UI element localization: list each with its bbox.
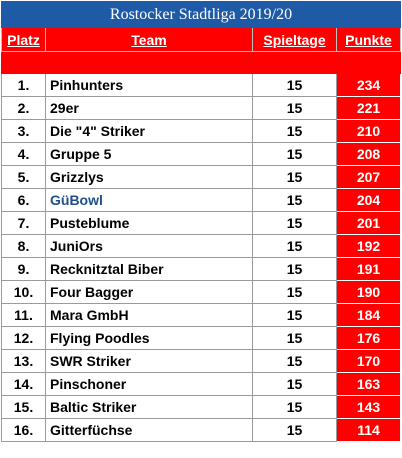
team-cell[interactable]: GüBowl: [45, 188, 253, 212]
games-cell[interactable]: 15: [252, 257, 337, 281]
games-cell[interactable]: 15: [252, 165, 337, 189]
table-row: 8. JuniOrs 15 192: [1, 234, 402, 258]
games-cell[interactable]: 15: [252, 142, 337, 166]
table-row: 4. Gruppe 5 15 208: [1, 142, 402, 166]
games-cell[interactable]: 15: [252, 188, 337, 212]
rank-cell[interactable]: 1.: [1, 73, 46, 97]
points-cell[interactable]: 143: [335, 395, 402, 419]
team-cell[interactable]: Grizzlys: [45, 165, 253, 189]
games-cell[interactable]: 15: [252, 96, 337, 120]
table-row: 10. Four Bagger 15 190: [1, 280, 402, 304]
games-cell[interactable]: 15: [252, 73, 337, 97]
table-row: 2. 29er 15 221: [1, 96, 402, 120]
games-cell[interactable]: 15: [252, 303, 337, 327]
games-cell[interactable]: 15: [252, 395, 337, 419]
table-row: 14. Pinschoner 15 163: [1, 372, 402, 396]
rank-cell[interactable]: 15.: [1, 395, 46, 419]
team-cell[interactable]: JuniOrs: [45, 234, 253, 258]
rank-cell[interactable]: 2.: [1, 96, 46, 120]
points-cell[interactable]: 207: [335, 165, 402, 189]
rank-cell[interactable]: 4.: [1, 142, 46, 166]
team-cell[interactable]: SWR Striker: [45, 349, 253, 373]
rank-cell[interactable]: 5.: [1, 165, 46, 189]
rank-cell[interactable]: 8.: [1, 234, 46, 258]
column-header-rank[interactable]: Platz: [1, 27, 46, 52]
points-cell[interactable]: 191: [335, 257, 402, 281]
games-cell[interactable]: 15: [252, 234, 337, 258]
table-row: 16. Gitterfüchse 15 114: [1, 418, 402, 442]
spacer-cell: [335, 51, 402, 74]
points-cell[interactable]: 204: [335, 188, 402, 212]
rank-cell[interactable]: 16.: [1, 418, 46, 442]
standings-body: Rostocker Stadtliga 2019/20 Platz Team S…: [0, 1, 402, 442]
league-standings-table: Rostocker Stadtliga 2019/20 Platz Team S…: [0, 1, 402, 442]
table-row: 9. Recknitztal Biber 15 191: [1, 257, 402, 281]
points-cell[interactable]: 208: [335, 142, 402, 166]
points-cell[interactable]: 201: [335, 211, 402, 235]
games-cell[interactable]: 15: [252, 372, 337, 396]
header-row: Platz Team Spieltage Punkte: [1, 27, 402, 52]
games-cell[interactable]: 15: [252, 326, 337, 350]
column-header-team[interactable]: Team: [45, 27, 253, 52]
table-row: 7. Pusteblume 15 201: [1, 211, 402, 235]
points-cell[interactable]: 170: [335, 349, 402, 373]
title-row: Rostocker Stadtliga 2019/20: [0, 1, 402, 28]
rank-cell[interactable]: 12.: [1, 326, 46, 350]
table-row: 15. Baltic Striker 15 143: [1, 395, 402, 419]
games-cell[interactable]: 15: [252, 119, 337, 143]
table-row: 1. Pinhunters 15 234: [1, 73, 402, 97]
table-row: 5. Grizzlys 15 207: [1, 165, 402, 189]
points-cell[interactable]: 190: [335, 280, 402, 304]
points-cell[interactable]: 184: [335, 303, 402, 327]
table-row: 13. SWR Striker 15 170: [1, 349, 402, 373]
team-cell[interactable]: 29er: [45, 96, 253, 120]
points-cell[interactable]: 192: [335, 234, 402, 258]
spacer-cell: [252, 51, 337, 74]
column-header-points[interactable]: Punkte: [335, 27, 402, 52]
team-cell[interactable]: Pusteblume: [45, 211, 253, 235]
team-cell[interactable]: Mara GmbH: [45, 303, 253, 327]
points-cell[interactable]: 176: [335, 326, 402, 350]
games-cell[interactable]: 15: [252, 211, 337, 235]
league-title: Rostocker Stadtliga 2019/20: [0, 1, 402, 28]
team-cell[interactable]: Baltic Striker: [45, 395, 253, 419]
team-cell[interactable]: Recknitztal Biber: [45, 257, 253, 281]
points-cell[interactable]: 221: [335, 96, 402, 120]
points-cell[interactable]: 210: [335, 119, 402, 143]
points-cell[interactable]: 163: [335, 372, 402, 396]
team-cell[interactable]: Pinschoner: [45, 372, 253, 396]
games-cell[interactable]: 15: [252, 349, 337, 373]
team-cell[interactable]: Four Bagger: [45, 280, 253, 304]
spacer-cell: [45, 51, 253, 74]
games-cell[interactable]: 15: [252, 418, 337, 442]
rank-cell[interactable]: 9.: [1, 257, 46, 281]
table-row: 3. Die "4" Striker 15 210: [1, 119, 402, 143]
games-cell[interactable]: 15: [252, 280, 337, 304]
rank-cell[interactable]: 13.: [1, 349, 46, 373]
team-cell[interactable]: Flying Poodles: [45, 326, 253, 350]
points-cell[interactable]: 114: [335, 418, 402, 442]
rank-cell[interactable]: 6.: [1, 188, 46, 212]
team-cell[interactable]: Die "4" Striker: [45, 119, 253, 143]
rank-cell[interactable]: 14.: [1, 372, 46, 396]
table-row: 12. Flying Poodles 15 176: [1, 326, 402, 350]
team-cell[interactable]: Gruppe 5: [45, 142, 253, 166]
rank-cell[interactable]: 11.: [1, 303, 46, 327]
team-cell[interactable]: Pinhunters: [45, 73, 253, 97]
rank-cell[interactable]: 7.: [1, 211, 46, 235]
rank-cell[interactable]: 10.: [1, 280, 46, 304]
points-cell[interactable]: 234: [335, 73, 402, 97]
rank-cell[interactable]: 3.: [1, 119, 46, 143]
table-row: 6. GüBowl 15 204: [1, 188, 402, 212]
spacer-cell: [1, 51, 46, 74]
table-row: 11. Mara GmbH 15 184: [1, 303, 402, 327]
spacer-row: [1, 51, 402, 74]
column-header-games[interactable]: Spieltage: [252, 27, 337, 52]
team-cell[interactable]: Gitterfüchse: [45, 418, 253, 442]
